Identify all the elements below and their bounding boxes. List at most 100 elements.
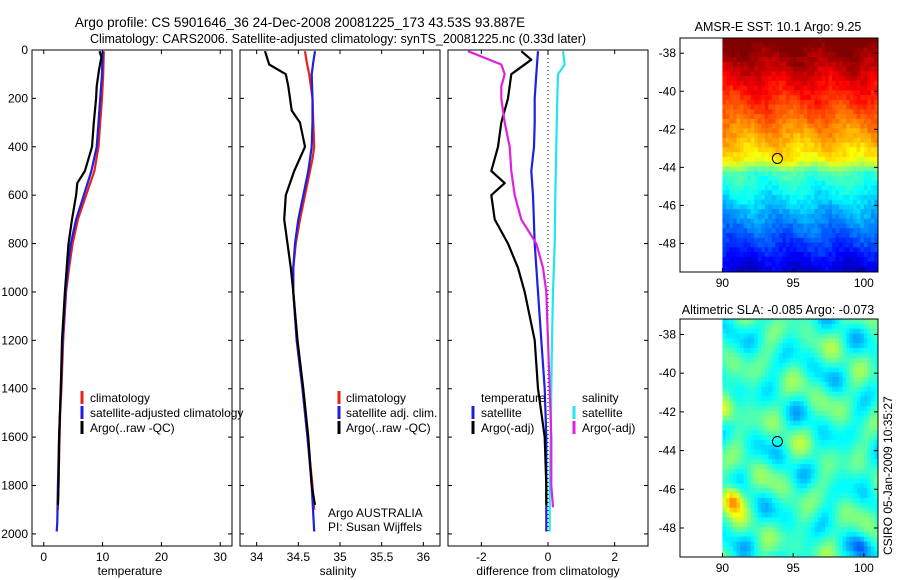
map-cell xyxy=(740,114,745,120)
map-cell xyxy=(853,61,858,68)
map-cell xyxy=(810,536,815,543)
map-cell xyxy=(740,190,745,196)
map-cell xyxy=(807,319,812,325)
map-cell xyxy=(835,80,840,87)
map-cell xyxy=(821,468,826,475)
map-cell xyxy=(779,328,784,335)
map-cell xyxy=(803,199,808,206)
map-cell xyxy=(800,109,805,115)
map-cell xyxy=(874,90,878,96)
map-cell xyxy=(722,546,727,552)
map-cell xyxy=(860,66,865,72)
map-cell xyxy=(842,493,847,499)
map-cell xyxy=(842,152,847,158)
map-cell xyxy=(863,352,868,359)
map-cell xyxy=(722,478,727,485)
map-cell xyxy=(803,551,808,557)
map-cell xyxy=(832,242,837,248)
map-cell xyxy=(803,381,808,388)
map-cell xyxy=(757,430,762,436)
map-cell xyxy=(729,536,734,543)
map-cell xyxy=(764,166,769,172)
map-cell xyxy=(839,449,844,456)
map-cell xyxy=(824,507,830,514)
map-cell xyxy=(786,128,791,134)
map-cell xyxy=(747,128,752,134)
map-cell xyxy=(828,233,833,239)
map-lon-label: 100 xyxy=(854,276,874,290)
map-cell xyxy=(874,546,878,552)
map-cell xyxy=(754,425,759,431)
map-cell xyxy=(725,118,731,125)
map-cell xyxy=(743,319,748,325)
map-cell xyxy=(800,137,805,144)
map-cell xyxy=(793,512,798,518)
map-cell xyxy=(764,352,769,359)
map-cell xyxy=(824,66,830,72)
map-cell xyxy=(856,261,861,267)
map-cell xyxy=(764,444,769,451)
map-cell xyxy=(856,204,861,210)
map-cell xyxy=(821,133,826,139)
map-cell xyxy=(817,343,823,349)
map-cell xyxy=(793,166,798,172)
map-cell xyxy=(725,333,731,339)
map-cell xyxy=(796,497,801,504)
map-cell xyxy=(729,80,734,87)
map-cell xyxy=(771,343,777,349)
map-cell xyxy=(835,406,840,412)
map-cell xyxy=(839,161,844,168)
map-cell xyxy=(779,401,784,407)
map-cell xyxy=(786,439,791,446)
map-cell xyxy=(835,348,840,354)
map-cell xyxy=(814,502,819,509)
map-cell xyxy=(750,483,755,489)
map-cell xyxy=(796,237,801,244)
map-cell xyxy=(800,541,805,547)
map-cell xyxy=(736,180,741,187)
map-cell xyxy=(775,415,780,422)
map-cell xyxy=(856,522,861,528)
map-cell xyxy=(743,233,748,239)
map-cell xyxy=(793,478,798,485)
map-cell xyxy=(860,478,865,485)
map-cell xyxy=(736,80,741,87)
x-tick-label: 35 xyxy=(333,550,347,564)
map-cell xyxy=(754,464,759,470)
map-cell xyxy=(867,104,872,110)
map-cell xyxy=(761,256,766,263)
map-cell xyxy=(810,133,815,139)
map-cell xyxy=(793,175,798,182)
map-cell xyxy=(835,118,840,125)
map-cell xyxy=(796,80,801,87)
map-cell xyxy=(828,386,833,393)
map-cell xyxy=(824,439,830,446)
map-cell xyxy=(846,536,851,543)
map-cell xyxy=(856,430,861,436)
map-cell xyxy=(747,333,752,339)
map-cell xyxy=(828,152,833,158)
map-cell xyxy=(874,338,878,344)
map-cell xyxy=(870,338,876,344)
map-cell xyxy=(771,161,777,168)
map-cell xyxy=(874,209,878,215)
map-cell xyxy=(860,194,865,201)
map-cell xyxy=(800,406,805,412)
map-cell xyxy=(786,223,791,229)
map-cell xyxy=(842,319,847,325)
map-cell xyxy=(768,367,773,373)
map-cell xyxy=(835,252,840,258)
map-cell xyxy=(743,333,748,339)
map-cell xyxy=(754,478,759,485)
map-cell xyxy=(793,319,798,325)
map-cell xyxy=(863,218,868,225)
map-cell xyxy=(729,410,734,417)
map-cell xyxy=(807,459,812,465)
map-cell xyxy=(789,261,794,267)
map-cell xyxy=(754,454,759,460)
map-cell xyxy=(747,85,752,91)
map-cell xyxy=(821,156,826,163)
map-cell xyxy=(835,156,840,163)
map-cell xyxy=(810,85,815,91)
map-cell xyxy=(800,142,805,148)
